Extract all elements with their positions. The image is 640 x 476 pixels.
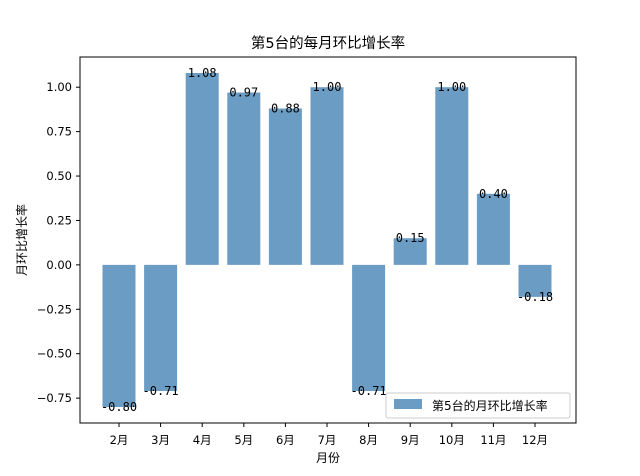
- bar: [102, 264, 136, 408]
- bars-layer: [102, 72, 552, 408]
- x-tick-label: 9月: [401, 433, 420, 447]
- data-label: 0.40: [479, 187, 508, 201]
- chart-title: 第5台的每月环比增长率: [251, 34, 405, 52]
- data-label: 0.88: [271, 102, 300, 116]
- y-axis-label: 月环比增长率: [14, 204, 29, 276]
- x-tick-label: 5月: [234, 433, 253, 447]
- y-tick-label: −0.75: [37, 391, 72, 405]
- data-label: -0.18: [517, 290, 553, 304]
- x-tick-label: 7月: [318, 433, 337, 447]
- data-label: -0.71: [143, 384, 179, 398]
- bar: [227, 92, 261, 265]
- bar: [310, 87, 344, 265]
- data-label: -0.71: [351, 384, 387, 398]
- bar: [518, 264, 552, 297]
- legend-label: 第5台的月环比增长率: [432, 398, 548, 413]
- y-axis: −0.75 −0.50 −0.25 0.00 0.25 0.50 0.75 1.00: [37, 80, 80, 405]
- y-tick-label: 0.00: [46, 258, 72, 272]
- x-tick-label: 10月: [439, 433, 465, 447]
- data-label: 1.00: [313, 80, 342, 94]
- y-tick-label: 1.00: [46, 80, 72, 94]
- bar: [144, 264, 178, 392]
- x-tick-label: 4月: [193, 433, 212, 447]
- data-label: 0.15: [396, 231, 425, 245]
- legend: 第5台的月环比增长率: [385, 392, 571, 419]
- bar: [476, 193, 510, 265]
- x-tick-label: 6月: [276, 433, 295, 447]
- y-tick-label: −0.25: [37, 302, 72, 316]
- legend-box: [385, 392, 571, 419]
- y-tick-label: −0.50: [37, 347, 72, 361]
- x-tick-label: 12月: [522, 433, 548, 447]
- y-tick-label: 0.50: [46, 169, 72, 183]
- bar: [435, 87, 469, 265]
- x-axis-label: 月份: [316, 451, 340, 465]
- x-tick-label: 11月: [480, 433, 506, 447]
- legend-swatch: [394, 399, 422, 409]
- x-tick-label: 3月: [151, 433, 170, 447]
- bar: [352, 264, 386, 392]
- y-tick-label: 0.25: [46, 213, 72, 227]
- x-tick-label: 8月: [359, 433, 378, 447]
- data-label: 1.00: [437, 80, 466, 94]
- bar: [268, 108, 302, 265]
- data-labels-layer: -0.80 -0.71 1.08 0.97 0.88 1.00 -0.71 0.15 1.00 0…: [101, 66, 553, 414]
- bar: [393, 238, 427, 265]
- plot-area-frame: [79, 56, 577, 424]
- x-tick-label: 2月: [110, 433, 129, 447]
- x-axis: 2月 3月 4月 5月 6月 7月 8月 9月 10月 11月 12月: [110, 423, 548, 447]
- data-label: 0.97: [229, 86, 258, 100]
- bar: [185, 72, 219, 265]
- data-label: 1.08: [188, 66, 217, 80]
- data-label: -0.80: [101, 400, 137, 414]
- y-tick-label: 0.75: [46, 125, 72, 139]
